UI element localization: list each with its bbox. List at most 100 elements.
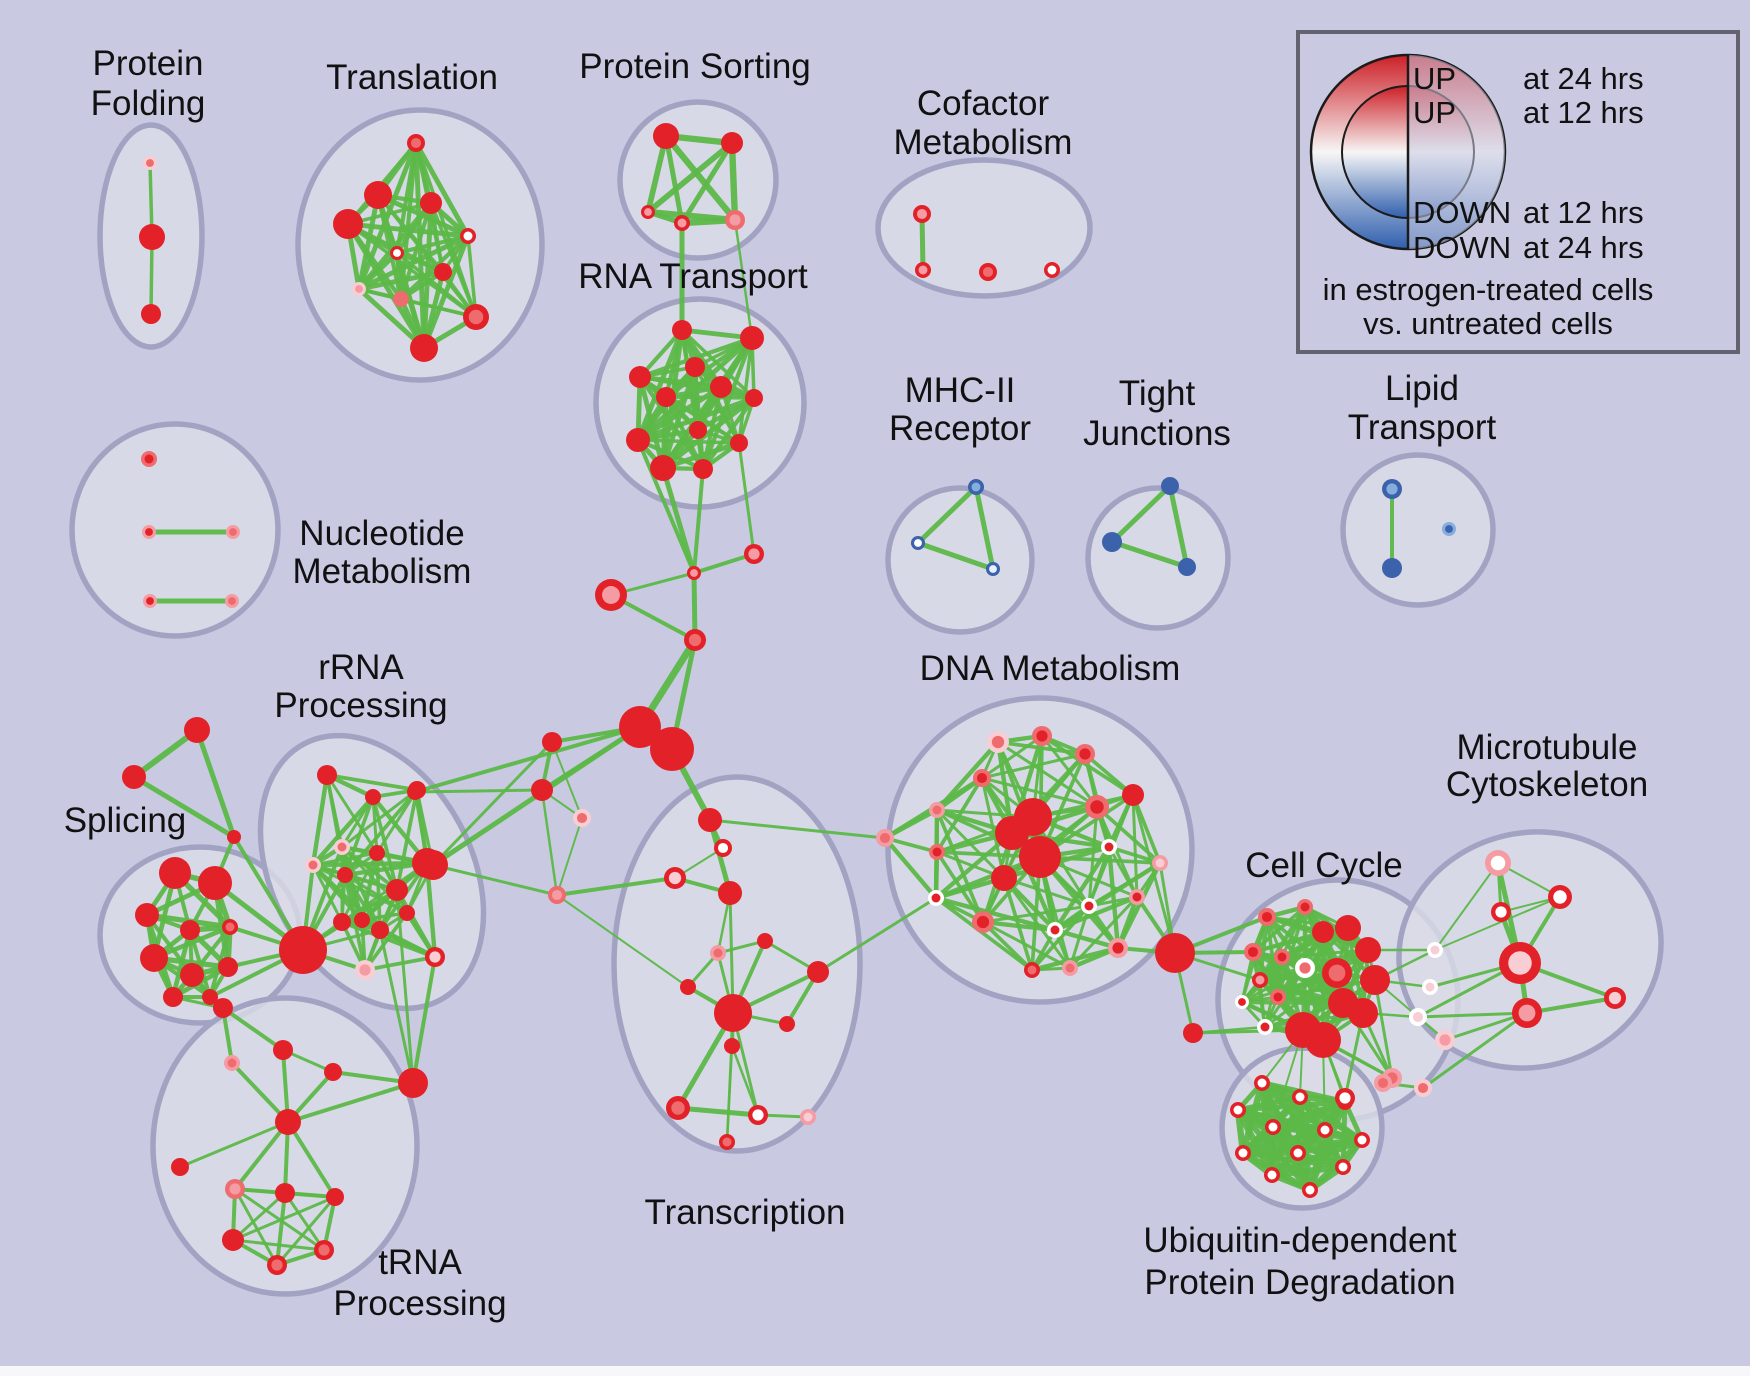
node-core-12h	[222, 961, 234, 973]
network-node	[1382, 479, 1402, 499]
network-node	[911, 536, 925, 550]
node-core-12h	[1340, 920, 1356, 936]
network-node	[1374, 1074, 1392, 1092]
node-core-12h	[692, 424, 704, 436]
network-edge	[637, 374, 706, 472]
network-node	[1081, 898, 1097, 914]
network-edge	[556, 894, 689, 988]
network-edge	[311, 863, 344, 924]
node-core-12h	[280, 1114, 296, 1130]
network-node	[1244, 943, 1262, 961]
node-core-12h	[424, 856, 442, 874]
cluster-label-protein-sorting: Protein Sorting	[579, 47, 811, 86]
network-node	[1270, 989, 1286, 1005]
network-edge	[664, 395, 756, 400]
network-node	[693, 459, 713, 479]
network-edge	[816, 896, 938, 974]
node-core-12h	[327, 1066, 339, 1078]
network-edge	[1109, 539, 1190, 570]
network-edge	[1421, 1011, 1529, 1090]
network-node	[1108, 938, 1128, 958]
node-core-12h	[145, 308, 157, 320]
network-node	[714, 994, 752, 1032]
node-core-12h	[1079, 748, 1091, 760]
node-core-12h	[1163, 941, 1187, 965]
node-core-12h	[725, 136, 739, 150]
node-core-12h	[1181, 561, 1193, 573]
network-node	[279, 926, 327, 974]
network-edge	[356, 192, 381, 292]
network-edge	[1251, 905, 1307, 954]
network-node	[425, 947, 445, 967]
node-core-12h	[1608, 991, 1622, 1005]
network-edge	[1434, 896, 1561, 951]
node-core-12h	[468, 309, 484, 325]
node-core-12h	[429, 951, 441, 963]
network-edge	[933, 895, 1058, 933]
network-edge	[680, 328, 756, 400]
network-edge	[540, 788, 559, 897]
cluster-label-tight: Junctions	[1083, 414, 1231, 453]
node-core-12h	[631, 433, 645, 447]
network-edge	[1276, 978, 1377, 999]
network-node	[719, 1134, 735, 1150]
node-core-12h	[229, 1183, 241, 1195]
network-node	[1604, 987, 1626, 1009]
cluster-label-cellcycle: Cell Cycle	[1245, 846, 1403, 885]
network-node	[314, 1240, 334, 1260]
node-core-12h	[205, 992, 215, 1002]
network-node	[542, 732, 562, 752]
node-core-12h	[189, 722, 205, 738]
node-core-12h	[1187, 1027, 1199, 1039]
node-core-12h	[1357, 1135, 1367, 1145]
node-core-12h	[752, 1109, 764, 1121]
node-core-12h	[1238, 1148, 1248, 1158]
network-node	[1414, 1079, 1432, 1097]
node-core-12h	[668, 871, 682, 885]
network-edge	[1268, 1163, 1347, 1179]
network-node	[1122, 784, 1144, 806]
network-node	[573, 809, 591, 827]
network-node	[139, 224, 165, 250]
network-node	[305, 857, 321, 873]
node-core-12h	[416, 340, 432, 356]
node-core-12h	[879, 832, 891, 844]
network-node	[1264, 1167, 1280, 1183]
network-node	[393, 291, 409, 307]
node-core-12h	[225, 922, 235, 932]
network-node	[1409, 1008, 1427, 1026]
node-core-12h	[402, 908, 412, 918]
node-core-12h	[1155, 858, 1165, 868]
network-node	[995, 816, 1029, 850]
legend-direction-label: UP	[1413, 95, 1456, 130]
network-edge	[882, 807, 940, 841]
node-core-12h	[230, 833, 238, 841]
network-node	[1129, 889, 1145, 905]
node-core-12h	[658, 128, 674, 144]
network-node	[548, 886, 566, 904]
node-core-12h	[145, 528, 153, 536]
network-node	[1305, 1022, 1341, 1058]
network-node	[915, 262, 931, 278]
network-node	[463, 304, 489, 330]
legend-direction-label: UP	[1413, 61, 1456, 96]
network-edge	[411, 955, 437, 1085]
node-core-12h	[410, 137, 422, 149]
network-edge	[275, 1191, 287, 1267]
network-edge	[692, 552, 756, 575]
node-core-12h	[174, 1161, 186, 1173]
network-edge	[310, 794, 376, 868]
node-core-12h	[357, 915, 367, 925]
node-core-12h	[1261, 911, 1273, 923]
network-node	[1354, 1132, 1370, 1148]
cluster-shapes	[69, 99, 1664, 1297]
network-node	[122, 765, 146, 789]
network-edge	[980, 752, 1087, 780]
network-node	[1024, 962, 1040, 978]
network-edge	[1087, 805, 1099, 908]
network-node	[337, 867, 353, 883]
cluster-label-cofactor: Metabolism	[894, 123, 1073, 162]
node-core-12h	[803, 1112, 813, 1122]
node-core-12h	[991, 735, 1005, 749]
